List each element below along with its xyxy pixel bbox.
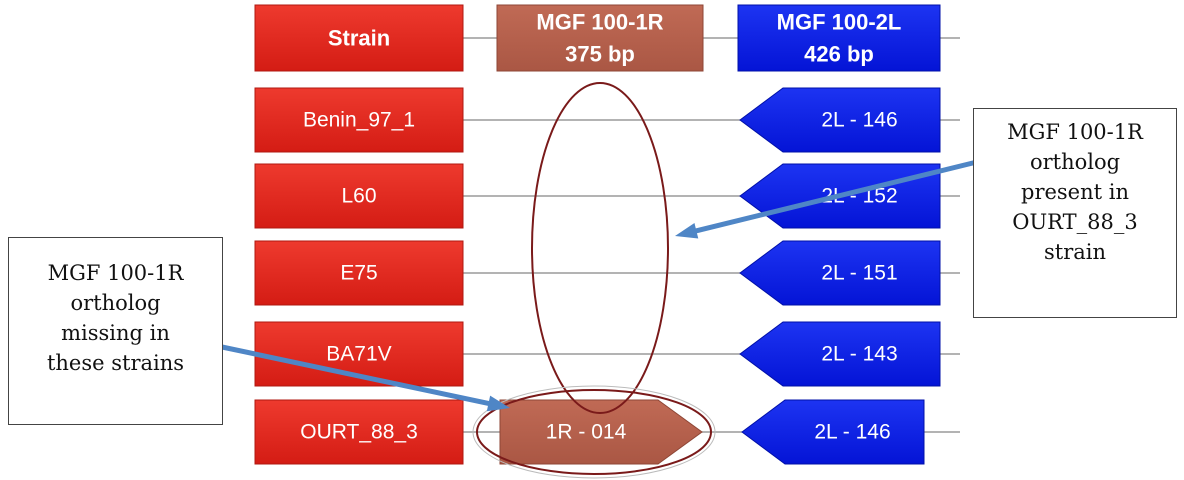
gene-2l-arrow [739, 87, 941, 153]
strain-box [254, 87, 464, 153]
missing-note-line-4: these strains [46, 351, 185, 375]
gene-2l-arrow [739, 321, 941, 387]
present-note-line-4: OURT_88_3 [1012, 210, 1138, 234]
present-pointer-arrow-head [675, 222, 699, 239]
missing-note-line-2: ortholog [70, 291, 161, 315]
gene-1r-header-size: 375 bp [565, 42, 635, 67]
strain-label: OURT_88_3 [300, 421, 418, 444]
strain-box [254, 163, 464, 229]
strain-box [254, 399, 464, 465]
annotation-overlay [219, 82, 988, 479]
gene-2l-arrow [739, 240, 941, 306]
gene-1r-label: 1R - 014 [546, 421, 627, 444]
connector-lines [463, 37, 960, 433]
gene-2l-header-size: 426 bp [804, 42, 874, 67]
missing-note-line-3: missing in [61, 321, 170, 345]
present-annotation-box: MGF 100-1R ortholog present in OURT_88_3… [973, 108, 1177, 318]
strain-header-label: Strain [328, 26, 390, 51]
strain-label: BA71V [326, 343, 391, 366]
strain-label: E75 [340, 262, 377, 285]
gene-2l-header-box [737, 4, 941, 72]
gene-2l-label: 2L - 143 [821, 343, 897, 366]
gene-1r-header-name: MGF 100-1R [536, 10, 663, 35]
gene-1r-header-box [496, 4, 704, 72]
strain-box [254, 240, 464, 306]
missing-pointer-arrow-shaft [219, 344, 491, 406]
strain-header-box [254, 4, 464, 72]
present-gene-ellipse [476, 389, 712, 475]
missing-region-ellipse [531, 82, 669, 414]
gene-1r-arrow [499, 399, 703, 465]
missing-note-line-1: MGF 100-1R [47, 261, 184, 285]
gene-2l-arrow [741, 399, 925, 465]
gene-2l-label: 2L - 146 [814, 421, 890, 444]
present-note-line-5: strain [1043, 240, 1106, 264]
present-pointer-arrow-shaft [693, 157, 988, 234]
gene-2l-label: 2L - 152 [821, 185, 897, 208]
gene-2l-label: 2L - 146 [821, 109, 897, 132]
missing-annotation-box: MGF 100-1R ortholog missing in these str… [8, 237, 223, 425]
gene-2l-label: 2L - 151 [821, 262, 897, 285]
present-gene-ellipse-outer [472, 385, 716, 479]
strain-label: L60 [341, 185, 376, 208]
missing-pointer-arrow-head [486, 395, 510, 412]
gene-2l-header-name: MGF 100-2L [777, 10, 902, 35]
gene-boxes: Strain MGF 100-1R 375 bp MGF 100-2L 426 bp Be… [254, 4, 941, 465]
present-note-line-2: ortholog [1029, 150, 1121, 174]
present-note-line-3: present in [1021, 180, 1129, 204]
strain-label: Benin_97_1 [303, 109, 415, 132]
present-note-line-1: MGF 100-1R [1007, 120, 1143, 144]
